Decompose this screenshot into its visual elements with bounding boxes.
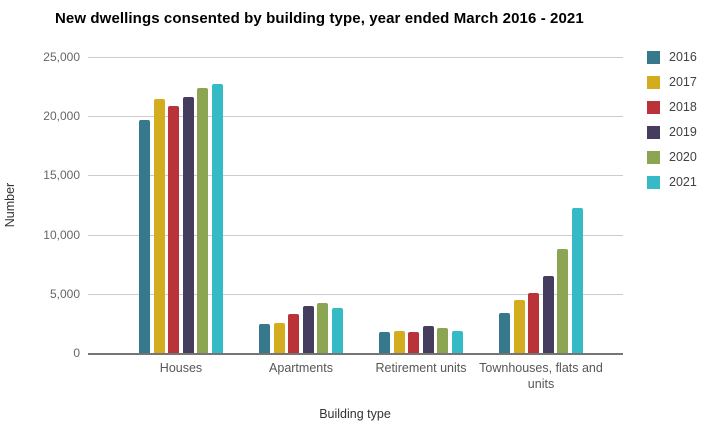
bar-2020: [317, 303, 329, 353]
bar-2020: [557, 249, 569, 353]
legend-label: 2020: [669, 150, 697, 164]
gridline-20000: [88, 116, 623, 118]
legend-swatch-icon: [647, 101, 660, 114]
bar-2021: [571, 208, 583, 353]
bar-2018: [168, 106, 180, 353]
y-tick-label: 25,000: [43, 50, 80, 64]
plot-area: [88, 57, 623, 353]
bar-2016: [259, 324, 270, 353]
chart-title: New dwellings consented by building type…: [55, 10, 584, 27]
legend-label: 2018: [669, 100, 697, 114]
bar-2019: [422, 326, 434, 353]
y-tick-label: 20,000: [43, 109, 80, 124]
bar-2021: [451, 331, 463, 353]
x-category-label: Retirement units: [375, 361, 467, 375]
legend-item-2020: 2020: [647, 151, 697, 164]
legend-swatch-icon: [647, 176, 660, 189]
bar-2019: [542, 276, 554, 353]
bar-group-apartments: [259, 57, 343, 353]
legend-label: 2021: [669, 175, 697, 189]
y-tick-label: 10,000: [43, 227, 80, 242]
legend-swatch-icon: [647, 126, 660, 139]
bar-2018: [528, 293, 540, 353]
legend-swatch-icon: [647, 151, 660, 164]
bar-group-houses: [139, 57, 223, 353]
legend-label: 2017: [669, 75, 697, 89]
bar-2019: [182, 97, 194, 353]
legend-label: 2016: [669, 50, 697, 64]
bar-2017: [153, 99, 165, 353]
gridline-25000: [88, 57, 623, 58]
y-tick-label: 5,000: [49, 286, 80, 301]
bar-group-retirement-units: [379, 57, 463, 353]
x-category-label: Apartments: [269, 361, 333, 375]
legend-label: 2019: [669, 125, 697, 139]
y-axis-title: Number: [3, 182, 17, 228]
gridline-15000: [88, 175, 623, 177]
bar-2018: [408, 332, 420, 353]
bar-2017: [393, 331, 405, 353]
legend-item-2018: 2018: [647, 101, 697, 114]
bar-2016: [499, 313, 510, 353]
bar-2019: [302, 306, 314, 353]
legend-item-2017: 2017: [647, 76, 697, 89]
x-axis-title: Building type: [319, 407, 391, 421]
bar-2018: [288, 314, 300, 353]
bar-2016: [379, 332, 390, 353]
legend-item-2019: 2019: [647, 126, 697, 139]
bar-2020: [197, 88, 209, 353]
y-tick-label: 0: [73, 346, 80, 360]
bar-2016: [139, 120, 150, 353]
x-category-label: Townhouses, flats and units: [479, 361, 603, 391]
legend-item-2016: 2016: [647, 51, 697, 64]
legend: 2016 2017 2018 2019 2020 2021: [647, 51, 697, 201]
bar-group-townhouses-flats-and-units: [499, 57, 583, 353]
bar-2021: [211, 84, 223, 353]
bar-2017: [273, 323, 285, 353]
legend-swatch-icon: [647, 76, 660, 89]
y-tick-label: 15,000: [43, 168, 80, 183]
legend-swatch-icon: [647, 51, 660, 64]
x-axis-baseline: [88, 353, 623, 355]
gridline-10000: [88, 234, 623, 236]
x-category-label: Houses: [159, 361, 203, 375]
legend-item-2021: 2021: [647, 176, 697, 189]
bar-2020: [437, 328, 449, 353]
gridline-5000: [88, 293, 623, 295]
bar-2021: [331, 308, 343, 353]
bar-2017: [513, 300, 525, 353]
